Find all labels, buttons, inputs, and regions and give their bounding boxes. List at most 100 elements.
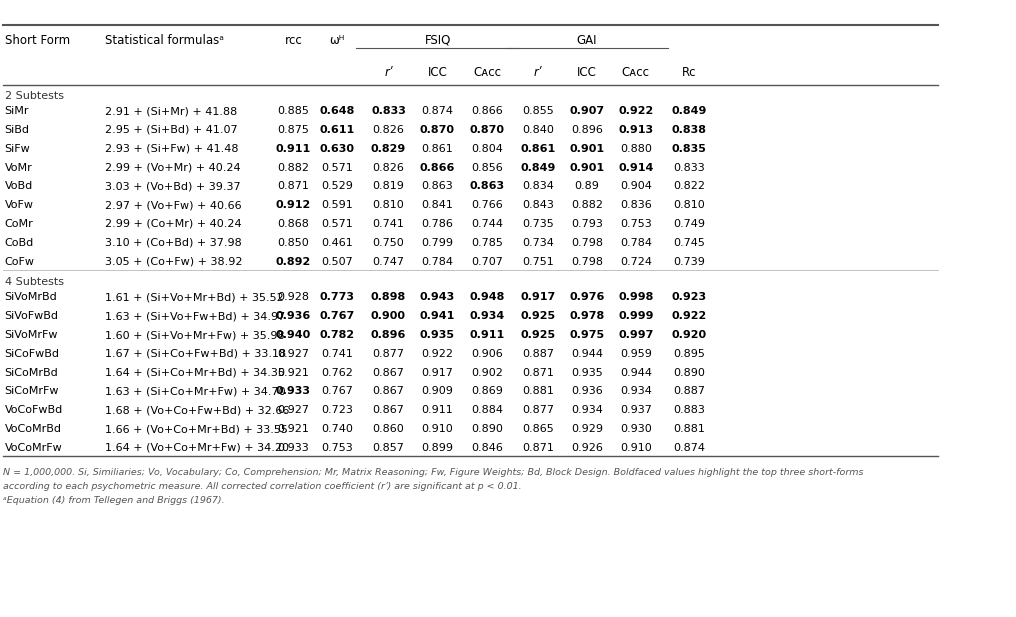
- Text: 0.798: 0.798: [571, 257, 602, 267]
- Text: 0.901: 0.901: [569, 144, 605, 154]
- Text: 0.978: 0.978: [569, 311, 605, 321]
- Text: 0.880: 0.880: [620, 144, 651, 154]
- Text: 0.819: 0.819: [373, 181, 404, 191]
- Text: 0.890: 0.890: [471, 424, 503, 434]
- Text: 2 Subtests: 2 Subtests: [5, 91, 64, 101]
- Text: 0.922: 0.922: [422, 349, 453, 359]
- Text: FSIQ: FSIQ: [425, 33, 451, 47]
- Text: VoCoMrBd: VoCoMrBd: [5, 424, 62, 434]
- Text: 0.921: 0.921: [277, 368, 310, 378]
- Text: 0.838: 0.838: [672, 125, 707, 135]
- Text: ICC: ICC: [428, 65, 447, 79]
- Text: 0.826: 0.826: [373, 162, 404, 173]
- Text: 0.571: 0.571: [321, 162, 353, 173]
- Text: Cᴀᴄᴄ: Cᴀᴄᴄ: [622, 65, 650, 79]
- Text: 0.630: 0.630: [319, 144, 355, 154]
- Text: 0.927: 0.927: [277, 349, 310, 359]
- Text: 0.998: 0.998: [618, 292, 653, 302]
- Text: 0.829: 0.829: [371, 144, 406, 154]
- Text: 0.611: 0.611: [319, 125, 355, 135]
- Text: SiMr: SiMr: [5, 106, 29, 116]
- Text: 0.912: 0.912: [275, 200, 311, 210]
- Text: 0.881: 0.881: [522, 386, 554, 397]
- Text: 0.910: 0.910: [422, 424, 453, 434]
- Text: 0.849: 0.849: [672, 106, 707, 116]
- Text: 0.741: 0.741: [373, 219, 404, 229]
- Text: 0.933: 0.933: [276, 386, 311, 397]
- Text: 0.896: 0.896: [371, 330, 406, 340]
- Text: VoCoMrFw: VoCoMrFw: [5, 443, 62, 453]
- Text: 3.10 + (Co+Bd) + 37.98: 3.10 + (Co+Bd) + 37.98: [106, 238, 242, 248]
- Text: 0.911: 0.911: [275, 144, 311, 154]
- Text: 0.907: 0.907: [569, 106, 605, 116]
- Text: 0.906: 0.906: [471, 349, 503, 359]
- Text: Rᴄ: Rᴄ: [682, 65, 697, 79]
- Text: 0.935: 0.935: [571, 368, 602, 378]
- Text: 0.933: 0.933: [277, 443, 309, 453]
- Text: 0.89: 0.89: [574, 181, 599, 191]
- Text: 0.869: 0.869: [471, 386, 503, 397]
- Text: 0.930: 0.930: [620, 424, 651, 434]
- Text: 0.904: 0.904: [620, 181, 651, 191]
- Text: 0.836: 0.836: [620, 200, 651, 210]
- Text: 0.899: 0.899: [422, 443, 453, 453]
- Text: 0.810: 0.810: [373, 200, 404, 210]
- Text: 0.898: 0.898: [371, 292, 406, 302]
- Text: 0.871: 0.871: [522, 443, 554, 453]
- Text: 0.999: 0.999: [618, 311, 653, 321]
- Text: 0.773: 0.773: [319, 292, 355, 302]
- Text: 0.835: 0.835: [672, 144, 707, 154]
- Text: 0.940: 0.940: [275, 330, 311, 340]
- Text: 0.911: 0.911: [422, 405, 453, 415]
- Text: 1.61 + (Si+Vo+Mr+Bd) + 35.52: 1.61 + (Si+Vo+Mr+Bd) + 35.52: [106, 292, 284, 302]
- Text: 0.975: 0.975: [569, 330, 605, 340]
- Text: 0.914: 0.914: [618, 162, 653, 173]
- Text: 0.786: 0.786: [422, 219, 453, 229]
- Text: N = 1,000,000. Si, Similiaries; Vo, Vocabulary; Co, Comprehension; Mr, Matrix Re: N = 1,000,000. Si, Similiaries; Vo, Voca…: [3, 468, 864, 476]
- Text: 0.874: 0.874: [422, 106, 453, 116]
- Text: 0.868: 0.868: [277, 219, 310, 229]
- Text: 0.739: 0.739: [674, 257, 705, 267]
- Text: 0.735: 0.735: [522, 219, 554, 229]
- Text: 0.866: 0.866: [420, 162, 455, 173]
- Text: 0.911: 0.911: [469, 330, 505, 340]
- Text: 0.943: 0.943: [420, 292, 455, 302]
- Text: 0.784: 0.784: [620, 238, 652, 248]
- Text: 0.861: 0.861: [422, 144, 453, 154]
- Text: 2.95 + (Si+Bd) + 41.07: 2.95 + (Si+Bd) + 41.07: [106, 125, 238, 135]
- Text: 0.766: 0.766: [471, 200, 503, 210]
- Text: VoCoFwBd: VoCoFwBd: [5, 405, 63, 415]
- Text: GAI: GAI: [577, 33, 597, 47]
- Text: 1.60 + (Si+Vo+Mr+Fw) + 35.98: 1.60 + (Si+Vo+Mr+Fw) + 35.98: [106, 330, 284, 340]
- Text: 0.749: 0.749: [674, 219, 705, 229]
- Text: 0.909: 0.909: [422, 386, 453, 397]
- Text: 0.833: 0.833: [674, 162, 705, 173]
- Text: SiCoMrFw: SiCoMrFw: [5, 386, 59, 397]
- Text: 0.723: 0.723: [321, 405, 353, 415]
- Text: 0.927: 0.927: [277, 405, 310, 415]
- Text: 0.997: 0.997: [618, 330, 653, 340]
- Text: 0.767: 0.767: [319, 311, 355, 321]
- Text: CoFw: CoFw: [5, 257, 35, 267]
- Text: 1.67 + (Si+Co+Fw+Bd) + 33.18: 1.67 + (Si+Co+Fw+Bd) + 33.18: [106, 349, 287, 359]
- Text: 0.734: 0.734: [522, 238, 554, 248]
- Text: 0.928: 0.928: [277, 292, 310, 302]
- Text: 0.882: 0.882: [571, 200, 602, 210]
- Text: 0.892: 0.892: [275, 257, 311, 267]
- Text: 0.648: 0.648: [319, 106, 355, 116]
- Text: 0.810: 0.810: [674, 200, 705, 210]
- Text: 0.935: 0.935: [420, 330, 455, 340]
- Text: 0.917: 0.917: [520, 292, 556, 302]
- Text: SiCoFwBd: SiCoFwBd: [5, 349, 60, 359]
- Text: 0.941: 0.941: [420, 311, 455, 321]
- Text: 2.91 + (Si+Mr) + 41.88: 2.91 + (Si+Mr) + 41.88: [106, 106, 238, 116]
- Text: 0.591: 0.591: [321, 200, 353, 210]
- Text: SiCoMrBd: SiCoMrBd: [5, 368, 59, 378]
- Text: 0.850: 0.850: [277, 238, 309, 248]
- Text: ICC: ICC: [577, 65, 596, 79]
- Text: 0.867: 0.867: [373, 405, 404, 415]
- Text: 4 Subtests: 4 Subtests: [5, 277, 64, 287]
- Text: 0.751: 0.751: [522, 257, 554, 267]
- Text: 3.05 + (Co+Fw) + 38.92: 3.05 + (Co+Fw) + 38.92: [106, 257, 243, 267]
- Text: SiFw: SiFw: [5, 144, 30, 154]
